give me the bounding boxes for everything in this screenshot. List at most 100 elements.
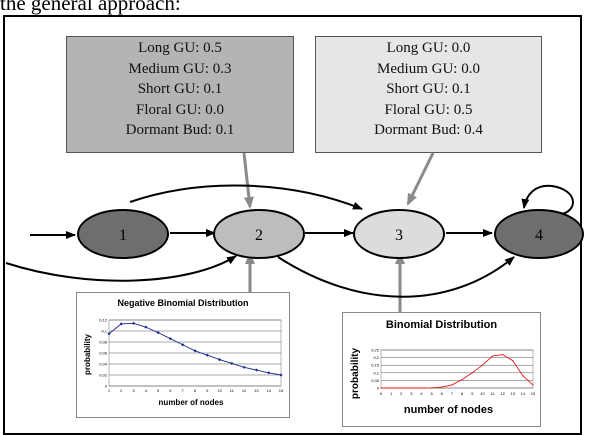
data-point bbox=[131, 321, 136, 325]
x-tick-label: 2 bbox=[400, 391, 403, 396]
data-point bbox=[380, 387, 382, 389]
y-tick-label: 0,1 bbox=[101, 329, 107, 334]
binomial-chart: Binomial Distribution 0 0,05 0,1 0,15 0,2 0,2… bbox=[342, 312, 541, 427]
x-tick-label: 11 bbox=[230, 388, 235, 393]
prob-row: Dormant Bud: 0.4 bbox=[374, 122, 483, 139]
data-point bbox=[471, 372, 473, 374]
x-tick-label: 6 bbox=[441, 391, 444, 396]
x-tick-label: 8 bbox=[461, 391, 464, 396]
chart-ylabel: probability bbox=[350, 347, 362, 400]
chart-plot: 00,020,040,060,080,10,121 2 3 4 5 6 7 8 9 10 11 12 1… bbox=[99, 318, 284, 394]
x-tick-label: 4 bbox=[420, 391, 423, 396]
data-point bbox=[400, 387, 402, 389]
x-tick-label: 13 bbox=[254, 388, 259, 393]
x-tick-label: 15 bbox=[279, 388, 284, 393]
svg-text:4: 4 bbox=[535, 227, 543, 244]
data-point bbox=[532, 384, 534, 386]
svg-text:2: 2 bbox=[255, 227, 263, 244]
x-tick-label: 15 bbox=[531, 391, 536, 396]
data-point bbox=[512, 360, 514, 362]
svg-text:1: 1 bbox=[119, 227, 127, 244]
y-tick-label: 0,06 bbox=[99, 351, 108, 356]
svg-text:3: 3 bbox=[395, 227, 403, 244]
x-tick-label: 1 bbox=[108, 388, 111, 393]
x-tick-label: 14 bbox=[266, 388, 271, 393]
data-point bbox=[461, 379, 463, 381]
prob-row: Floral GU: 0.5 bbox=[384, 101, 473, 118]
x-tick-label: 7 bbox=[182, 388, 185, 393]
series-line bbox=[381, 354, 534, 389]
chart-title: Negative Binomial Distribution bbox=[117, 298, 249, 308]
y-tick-label: 0,05 bbox=[371, 378, 380, 383]
x-tick-label: 4 bbox=[145, 388, 148, 393]
self-loop-4 bbox=[521, 184, 574, 215]
state-node-3: 3 bbox=[353, 209, 445, 259]
chart-xlabel: number of nodes bbox=[158, 398, 224, 407]
y-tick-label: 0,04 bbox=[99, 362, 108, 367]
arrow-entry-to-2-curve bbox=[5, 255, 237, 282]
box-to-node-2-connector bbox=[242, 152, 254, 209]
prob-row: Long GU: 0.5 bbox=[138, 40, 222, 56]
prob-row: Medium GU: 0.0 bbox=[377, 60, 480, 77]
state-node-2: 2 bbox=[213, 209, 305, 259]
data-point bbox=[181, 343, 185, 347]
prob-row: Floral GU: 0.0 bbox=[136, 101, 224, 118]
data-point bbox=[107, 332, 111, 336]
chart-ylabel: probability bbox=[82, 334, 92, 375]
x-tick-label: 10 bbox=[217, 388, 222, 393]
x-tick-label: 2 bbox=[120, 388, 123, 393]
state-node-4: 4 bbox=[494, 209, 584, 259]
probability-box-state-3: Long GU: 0.0 Medium GU: 0.0 Short GU: 0.… bbox=[315, 36, 542, 153]
prob-row: Medium GU: 0.3 bbox=[128, 60, 232, 77]
data-point bbox=[491, 355, 494, 357]
x-tick-label: 1 bbox=[390, 391, 393, 396]
data-point bbox=[279, 373, 283, 377]
chart-plot: 00,050,10,150,20,250 1 2 3 4 5 6 7 8 9 10 11 12 13 14 1… bbox=[371, 348, 536, 397]
data-point bbox=[522, 375, 524, 377]
data-point bbox=[502, 353, 504, 356]
y-tick-label: 0,1 bbox=[373, 370, 379, 375]
y-tick-label: 0,25 bbox=[371, 348, 380, 353]
x-tick-label: 3 bbox=[132, 388, 135, 393]
x-tick-label: 0 bbox=[380, 391, 383, 396]
x-tick-label: 11 bbox=[490, 391, 495, 396]
y-tick-label: 0,12 bbox=[99, 318, 108, 323]
chart-xlabel: number of nodes bbox=[403, 404, 494, 416]
data-point bbox=[431, 387, 433, 389]
chart-title: Binomial Distribution bbox=[385, 319, 498, 331]
arrow-2-to-4-curve bbox=[277, 256, 515, 298]
x-tick-label: 12 bbox=[500, 391, 505, 396]
data-point bbox=[481, 364, 483, 366]
box-to-node-3-connector bbox=[406, 152, 435, 206]
data-point bbox=[390, 387, 392, 389]
y-tick-label: 0 bbox=[377, 386, 380, 391]
state-node-1: 1 bbox=[77, 209, 169, 259]
x-tick-label: 14 bbox=[521, 391, 526, 396]
y-tick-label: 0,02 bbox=[99, 373, 108, 378]
prob-row: Dormant Bud: 0.1 bbox=[125, 122, 235, 139]
header-fragment: the general approach: bbox=[0, 0, 181, 15]
x-tick-label: 10 bbox=[480, 391, 485, 396]
x-tick-label: 7 bbox=[451, 391, 454, 396]
prob-row: Long GU: 0.0 bbox=[386, 40, 471, 56]
data-point bbox=[420, 387, 423, 389]
y-tick-label: 0,08 bbox=[99, 340, 108, 345]
x-tick-label: 5 bbox=[431, 391, 434, 396]
plot-area bbox=[380, 349, 534, 389]
x-tick-label: 12 bbox=[242, 388, 247, 393]
negative-binomial-chart: Negative Binomial Distribution 0 0,02 0,04… bbox=[76, 292, 290, 418]
x-tick-label: 5 bbox=[157, 388, 160, 393]
data-point bbox=[441, 386, 443, 388]
x-tick-label: 9 bbox=[206, 388, 209, 393]
y-tick-label: 0 bbox=[105, 384, 108, 389]
prob-row: Short GU: 0.1 bbox=[137, 81, 223, 98]
arrow-1-to-3-curve bbox=[129, 184, 363, 210]
x-tick-label: 3 bbox=[410, 391, 413, 396]
x-tick-label: 9 bbox=[471, 391, 474, 396]
probability-box-state-2: Long GU: 0.5 Medium GU: 0.3 Short GU: 0.… bbox=[66, 36, 294, 153]
x-tick-label: 13 bbox=[511, 391, 516, 396]
y-tick-label: 0,2 bbox=[373, 355, 379, 360]
prob-row: Short GU: 0.1 bbox=[386, 81, 471, 98]
y-tick-label: 0,15 bbox=[371, 363, 380, 368]
